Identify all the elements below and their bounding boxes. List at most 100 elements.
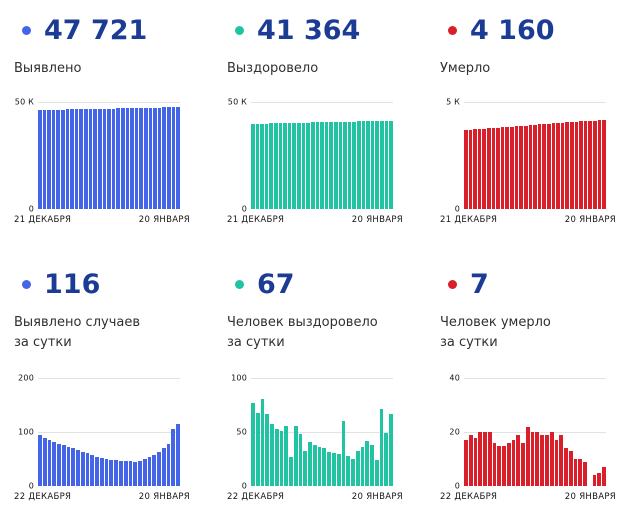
stat-label-died-daily: Человек умерло за сутки: [440, 315, 551, 351]
bar: [579, 121, 583, 210]
bar: [308, 442, 312, 487]
stat-header: 67: [227, 268, 420, 300]
stat-header: 7: [440, 268, 634, 300]
bar: [496, 127, 500, 210]
bar: [573, 459, 578, 487]
panel-died-total: 4 160 Умерло 5 К 0 21 ДЕКАБРЯ 20 ЯНВАРЯ: [426, 0, 640, 250]
bar: [125, 108, 130, 210]
bar: [71, 448, 76, 487]
legend-dot-red: [448, 25, 457, 35]
bar: [42, 437, 47, 487]
chart-detected-total: 50 К 0 21 ДЕКАБРЯ 20 ЯНВАРЯ: [14, 98, 200, 226]
x-start-label: 21 ДЕКАБРЯ: [14, 215, 72, 226]
stat-header: 116: [14, 268, 207, 300]
bar: [171, 428, 176, 487]
bar: [90, 454, 95, 487]
bar: [147, 457, 152, 487]
bar: [559, 434, 564, 487]
bar: [355, 450, 360, 487]
bar: [535, 432, 540, 487]
bar: [320, 122, 324, 210]
bar: [298, 434, 303, 487]
bar: [279, 431, 284, 487]
bar: [537, 124, 542, 210]
bar: [111, 108, 116, 210]
bar: [389, 413, 393, 487]
bar: [176, 423, 180, 487]
bar: [167, 107, 171, 210]
x-end-label: 20 ЯНВАРЯ: [564, 215, 616, 226]
x-start-label: 22 ДЕКАБРЯ: [227, 492, 285, 503]
y-tick-label: 0: [241, 204, 247, 214]
bar: [292, 122, 297, 210]
bar: [157, 451, 161, 487]
bar: [153, 107, 157, 210]
bar: [593, 120, 597, 210]
bar: [338, 121, 343, 210]
y-axis: 100 50 0: [227, 374, 249, 491]
bar: [51, 109, 56, 210]
bar-series: [464, 378, 606, 487]
bar: [74, 109, 79, 210]
bar: [546, 123, 551, 210]
bar: [533, 124, 537, 210]
stat-value-recovered-daily: 67: [257, 268, 295, 300]
bar: [492, 443, 497, 487]
panel-recovered-total: 41 364 Выздоровело 50 К 0 21 ДЕКАБРЯ 20 Я…: [213, 0, 426, 250]
bar: [510, 126, 514, 210]
bar: [500, 127, 505, 210]
bar: [274, 123, 278, 210]
bar: [251, 123, 255, 210]
bar-series: [251, 102, 393, 210]
bar-series: [38, 378, 180, 487]
gridline: [464, 432, 606, 434]
bar: [540, 434, 545, 487]
bar: [389, 120, 393, 210]
bar: [265, 413, 270, 487]
stat-value-died-daily: 7: [470, 268, 489, 300]
y-tick-label: 100: [231, 373, 247, 383]
bar: [84, 109, 88, 210]
bar: [384, 120, 389, 210]
gridline: [38, 102, 180, 104]
bar: [123, 461, 128, 487]
bar: [162, 107, 167, 210]
gridline: [464, 378, 606, 380]
bar: [560, 122, 565, 210]
y-tick-label: 40: [449, 373, 460, 383]
bar: [120, 108, 125, 210]
bar: [107, 108, 111, 210]
y-tick-label: 0: [28, 204, 34, 214]
bar: [171, 107, 176, 210]
bar: [56, 109, 61, 210]
bar: [274, 429, 279, 487]
bar: [270, 423, 274, 487]
gridline: [38, 432, 180, 434]
legend-dot-blue: [22, 279, 31, 289]
bar: [148, 107, 153, 210]
bar: [597, 120, 602, 210]
gridline: [251, 432, 393, 434]
bar: [283, 123, 287, 210]
bar: [52, 442, 57, 487]
bar: [375, 120, 380, 210]
stat-header: 4 160: [440, 14, 634, 46]
stat-value-recovered-total: 41 364: [257, 14, 361, 46]
bar: [570, 121, 574, 210]
bar: [370, 121, 375, 210]
bar: [80, 451, 85, 487]
legend-dot-teal: [235, 25, 244, 35]
plot-area: [38, 378, 180, 487]
bar: [525, 426, 530, 487]
bar: [329, 122, 333, 210]
bar: [357, 121, 361, 210]
stat-label-recovered-daily: Человек выздоровело за сутки: [227, 315, 378, 351]
gridline: [38, 378, 180, 380]
bar: [588, 120, 593, 210]
bar: [138, 460, 142, 487]
x-start-label: 22 ДЕКАБРЯ: [14, 492, 72, 503]
plot-area: [464, 102, 606, 210]
bar: [85, 453, 90, 487]
bar: [42, 109, 47, 210]
bar: [542, 123, 546, 210]
